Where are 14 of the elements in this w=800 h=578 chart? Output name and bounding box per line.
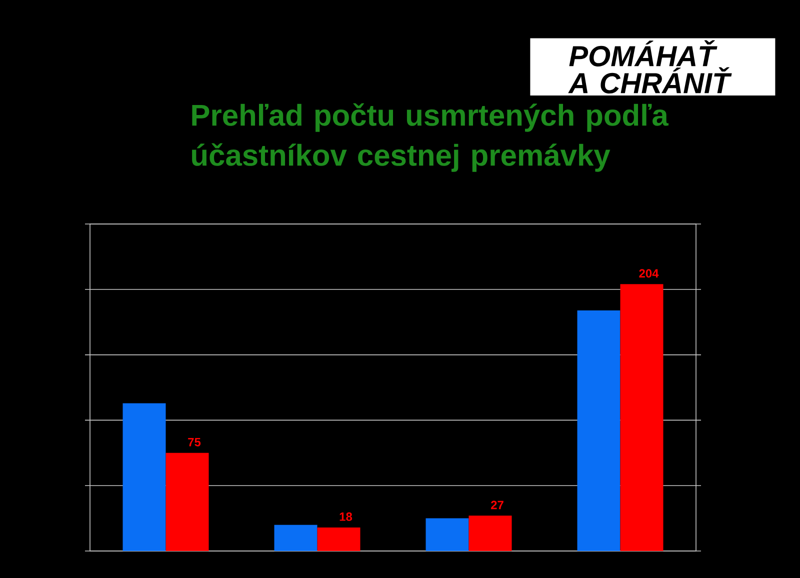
- text: POMÁHAŤ A CHRÁNIŤ: [568, 40, 732, 94]
- data-label: 27: [491, 500, 504, 510]
- data-label: 18: [340, 512, 352, 521]
- bar: [122, 403, 166, 551]
- data-label: 204: [639, 269, 659, 278]
- bar: [620, 284, 664, 551]
- chart-title: Prehľad počtu usmrtených podľa účastníkov cestnej premávky: [192, 103, 669, 172]
- bar: [317, 527, 360, 551]
- bar: [166, 452, 209, 551]
- bar: [577, 310, 620, 551]
- bar: [274, 524, 318, 551]
- bar: [426, 518, 469, 551]
- bar: [468, 516, 512, 551]
- data-label: 75: [188, 438, 201, 446]
